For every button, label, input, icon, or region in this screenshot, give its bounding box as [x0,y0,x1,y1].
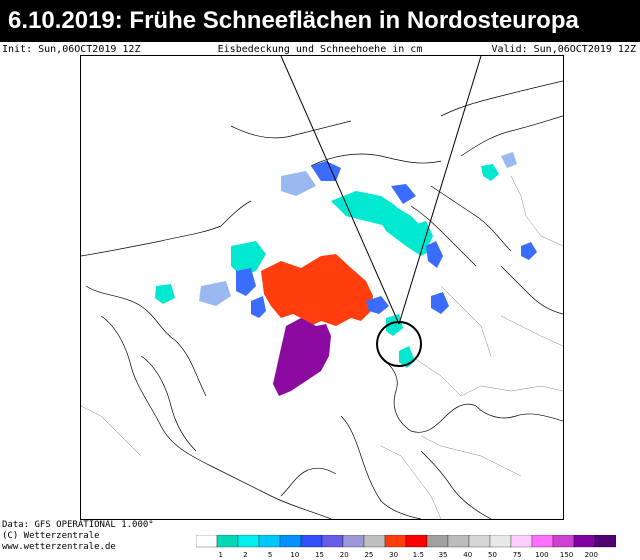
legend-label: 40 [463,551,472,559]
greenland-snow [273,318,331,396]
headline-title: 6.10.2019: Frühe Schneeflächen in Nordos… [0,0,640,42]
data-source-label: Data: GFS OPERATIONAL 1.000° [2,520,154,530]
legend-swatch [237,535,260,548]
map-subtitle: Eisbedeckung und Schneehoehe in cm [217,44,423,55]
legend-swatch [258,535,281,548]
legend-swatch [531,535,554,548]
legend-swatch [279,535,302,548]
legend-label: 10 [290,551,299,559]
legend-swatch [573,535,596,548]
legend-label: 150 [560,551,573,559]
legend-label: 1 [218,551,222,559]
annotation-overlay [280,56,482,367]
map-frame: Init: Sun,06OCT2019 12Z Eisbedeckung und… [0,42,640,560]
color-legend: 1 2 5 10 15 20 25 30 1.5 35 40 50 75 100 150 200 [196,535,616,559]
legend-label: 200 [585,551,598,559]
legend-label: 35 [439,551,448,559]
legend-swatch [363,535,386,548]
legend-label: 50 [488,551,497,559]
snow-ice-map [81,56,563,519]
legend-swatch [426,535,449,548]
legend-label: 5 [268,551,272,559]
country-borders [81,175,563,519]
legend-swatch [594,535,616,548]
legend-swatch [300,535,323,548]
legend-label: 1.5 [413,551,424,559]
legend-label: 20 [340,551,349,559]
snow-patches [155,152,537,368]
coastlines [81,80,563,519]
legend-swatch [405,535,428,548]
legend-swatch [196,535,218,548]
legend-swatch [468,535,491,548]
legend-swatch [510,535,533,548]
legend-swatch [216,535,239,548]
legend-swatch [342,535,365,548]
map-panel [80,55,564,520]
legend-swatch [489,535,512,548]
sea-ice-area [261,254,373,326]
legend-swatch [384,535,407,548]
copyright-label: (C) Wetterzentrale [2,531,100,541]
legend-swatch [552,535,575,548]
legend-label: 15 [315,551,324,559]
legend-swatch [321,535,344,548]
legend-label: 30 [389,551,398,559]
website-link[interactable]: www.wetterzentrale.de [2,542,116,552]
legend-swatch [447,535,470,548]
valid-time-label: Valid: Sun,06OCT2019 12Z [491,44,637,55]
legend-label: 25 [364,551,373,559]
init-time-label: Init: Sun,06OCT2019 12Z [2,44,141,55]
legend-label: 100 [535,551,548,559]
legend-label: 2 [243,551,247,559]
legend-label: 75 [513,551,522,559]
